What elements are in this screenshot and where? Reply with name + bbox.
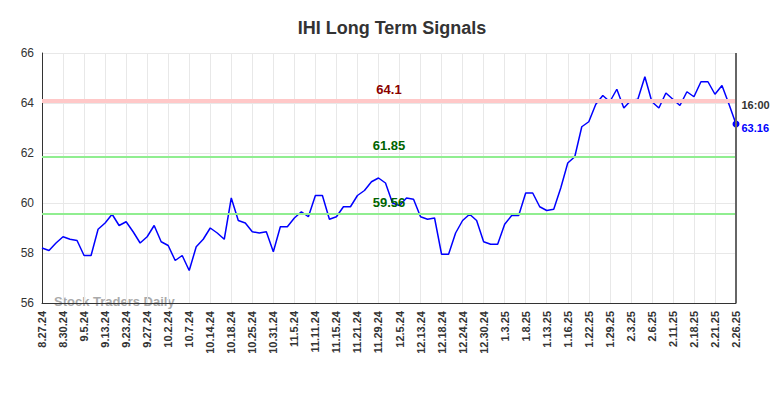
svg-text:10.2.24: 10.2.24	[162, 310, 174, 348]
svg-text:2.26.25: 2.26.25	[730, 311, 742, 348]
svg-text:1.3.25: 1.3.25	[499, 311, 511, 342]
svg-text:2.6.25: 2.6.25	[646, 311, 658, 342]
svg-text:1.13.25: 1.13.25	[541, 311, 553, 348]
svg-text:58: 58	[21, 246, 35, 260]
svg-text:11.15.24: 11.15.24	[330, 310, 342, 353]
svg-text:16:00: 16:00	[742, 99, 770, 111]
svg-text:10.25.24: 10.25.24	[246, 310, 258, 354]
svg-text:9.5.24: 9.5.24	[78, 310, 90, 341]
svg-text:64: 64	[21, 96, 35, 110]
svg-text:9.13.24: 9.13.24	[99, 310, 111, 348]
svg-text:63.16: 63.16	[742, 122, 770, 134]
svg-text:12.18.24: 12.18.24	[436, 310, 448, 354]
svg-text:59.56: 59.56	[373, 195, 406, 210]
svg-text:1.16.25: 1.16.25	[562, 311, 574, 348]
svg-text:1.8.25: 1.8.25	[520, 311, 532, 342]
svg-text:2.18.25: 2.18.25	[688, 311, 700, 348]
svg-text:9.23.24: 9.23.24	[120, 310, 132, 348]
svg-text:2.3.25: 2.3.25	[625, 311, 637, 342]
svg-text:10.14.24: 10.14.24	[204, 310, 216, 354]
svg-text:61.85: 61.85	[373, 138, 406, 153]
svg-text:2.21.25: 2.21.25	[709, 311, 721, 348]
svg-text:2.11.25: 2.11.25	[667, 311, 679, 347]
svg-text:12.5.24: 12.5.24	[394, 310, 406, 348]
svg-text:1.29.25: 1.29.25	[604, 311, 616, 348]
svg-text:8.27.24: 8.27.24	[36, 310, 48, 348]
svg-text:56: 56	[21, 296, 35, 310]
svg-text:1.22.25: 1.22.25	[583, 311, 595, 348]
svg-text:11.5.24: 11.5.24	[288, 310, 300, 347]
svg-text:8.30.24: 8.30.24	[57, 310, 69, 348]
svg-text:10.31.24: 10.31.24	[267, 310, 279, 354]
svg-text:66: 66	[21, 46, 35, 60]
svg-text:Stock Traders Daily: Stock Traders Daily	[54, 294, 175, 309]
svg-text:62: 62	[21, 146, 35, 160]
svg-text:9.27.24: 9.27.24	[141, 310, 153, 348]
svg-text:10.7.24: 10.7.24	[183, 310, 195, 348]
svg-text:64.1: 64.1	[376, 82, 401, 97]
svg-text:12.30.24: 12.30.24	[478, 310, 490, 354]
svg-text:12.24.24: 12.24.24	[457, 310, 469, 354]
svg-text:10.18.24: 10.18.24	[225, 310, 237, 354]
svg-text:60: 60	[21, 196, 35, 210]
svg-text:11.29.24: 11.29.24	[372, 310, 384, 353]
svg-text:11.11.24: 11.11.24	[309, 310, 321, 352]
svg-text:11.21.24: 11.21.24	[351, 310, 363, 353]
svg-text:IHI Long Term Signals: IHI Long Term Signals	[298, 18, 487, 38]
svg-text:12.13.24: 12.13.24	[415, 310, 427, 354]
